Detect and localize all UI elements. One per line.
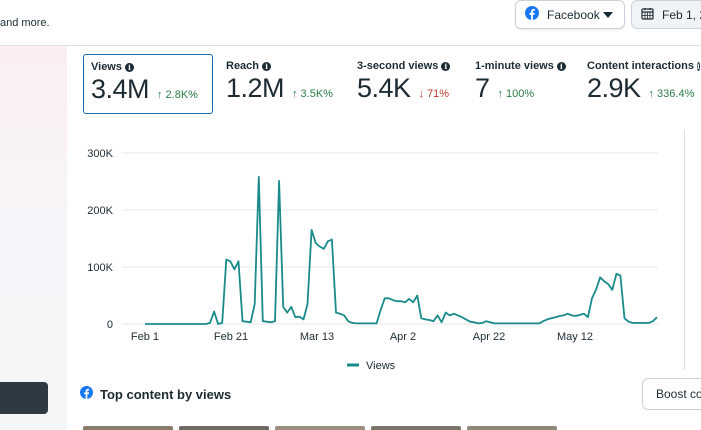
x-tick-label: Feb 21	[214, 331, 248, 343]
info-icon[interactable]: i	[262, 61, 272, 71]
y-tick-label: 200K	[87, 205, 113, 217]
content-thumbnail[interactable]	[467, 426, 557, 430]
arrow-down-icon: ↓	[418, 88, 425, 100]
x-tick-label: May 12	[557, 331, 593, 343]
x-tick-label: Apr 2	[390, 331, 416, 343]
facebook-icon	[525, 6, 539, 23]
x-tick-label: Apr 22	[473, 331, 505, 343]
metric-value: 2.9K	[587, 73, 641, 103]
date-range-button[interactable]: Feb 1, 20	[631, 0, 701, 29]
metric-change: ↑ 3.5K%	[292, 88, 333, 100]
metric-value: 7	[475, 73, 490, 103]
metric-value: 1.2M	[226, 73, 285, 103]
series-line-views[interactable]	[145, 176, 658, 325]
boost-content-button[interactable]: Boost co	[642, 378, 701, 410]
platform-select[interactable]: Facebook	[515, 0, 625, 29]
arrow-up-icon: ↑	[292, 88, 298, 100]
info-icon[interactable]: i	[696, 61, 700, 71]
boost-button-label: Boost co	[656, 387, 701, 401]
calendar-icon	[641, 7, 654, 23]
metric-label: 3-second views	[357, 60, 439, 72]
info-icon[interactable]: i	[441, 61, 451, 71]
content-thumbnail[interactable]	[179, 426, 269, 430]
metric-card-content-interactions[interactable]: Content interactions i 2.9K ↑ 336.4%	[580, 54, 701, 114]
top-bar: and more. Facebook Feb 1, 20	[0, 0, 701, 46]
x-tick-label: Mar 13	[300, 331, 334, 343]
metric-change: ↓ 71%	[419, 88, 450, 100]
left-panel	[0, 46, 67, 430]
date-range-label: Feb 1, 20	[662, 7, 701, 22]
metric-card-3-second-views[interactable]: 3-second views i 5.4K ↓ 71%	[350, 54, 465, 114]
metric-card-1-minute-views[interactable]: 1-minute views i 7 ↑ 100%	[468, 54, 578, 114]
top-content-title: Top content by views	[100, 386, 232, 402]
info-icon[interactable]: i	[125, 62, 134, 72]
metric-change-value: 100%	[506, 88, 535, 100]
arrow-up-icon: ↑	[648, 88, 655, 100]
left-dark-button[interactable]	[0, 382, 48, 414]
y-tick-label: 0	[107, 319, 113, 331]
top-content-heading: Top content by views	[80, 386, 231, 402]
legend-label: Views	[366, 360, 396, 372]
top-content-thumbnails	[83, 426, 701, 430]
x-tick-label: Feb 1	[131, 331, 159, 343]
metric-label: Views	[91, 61, 122, 73]
chevron-down-icon	[603, 12, 613, 18]
metric-label: 1-minute views	[475, 60, 554, 72]
metric-change-value: 3.5K%	[300, 88, 333, 100]
metric-card-reach[interactable]: Reach i 1.2M ↑ 3.5K%	[219, 54, 347, 114]
vertical-divider	[684, 130, 685, 370]
content-thumbnail[interactable]	[83, 426, 173, 430]
metric-change: ↑ 100%	[498, 88, 535, 100]
content-thumbnail[interactable]	[275, 426, 365, 430]
metric-value: 3.4M	[91, 74, 150, 104]
platform-select-label: Facebook	[547, 7, 600, 22]
facebook-icon	[80, 386, 93, 402]
y-tick-label: 300K	[87, 148, 113, 160]
metric-change-value: 2.8K%	[165, 89, 198, 101]
metric-card-views[interactable]: Views i 3.4M ↑ 2.8K%	[83, 54, 213, 114]
main-content	[67, 46, 701, 430]
views-line-chart: 0 100K 200K 300K Feb 1 Feb 21 Mar 13 Apr 2 Apr …	[87, 148, 658, 372]
arrow-up-icon: ↑	[497, 88, 504, 100]
metric-change-value: 336.4%	[657, 88, 695, 100]
info-icon[interactable]: i	[556, 61, 566, 71]
metric-label: Reach	[226, 60, 260, 72]
intro-text: and more.	[0, 17, 50, 29]
metric-change: ↑ 2.8K%	[157, 89, 198, 101]
y-tick-label: 100K	[87, 262, 113, 274]
metric-change-value: 71%	[427, 88, 450, 100]
arrow-up-icon: ↑	[157, 89, 163, 101]
metric-value: 5.4K	[357, 73, 411, 103]
metric-label: Content interactions	[587, 60, 694, 72]
content-thumbnail[interactable]	[371, 426, 461, 430]
metric-change: ↑ 336.4%	[649, 88, 695, 100]
